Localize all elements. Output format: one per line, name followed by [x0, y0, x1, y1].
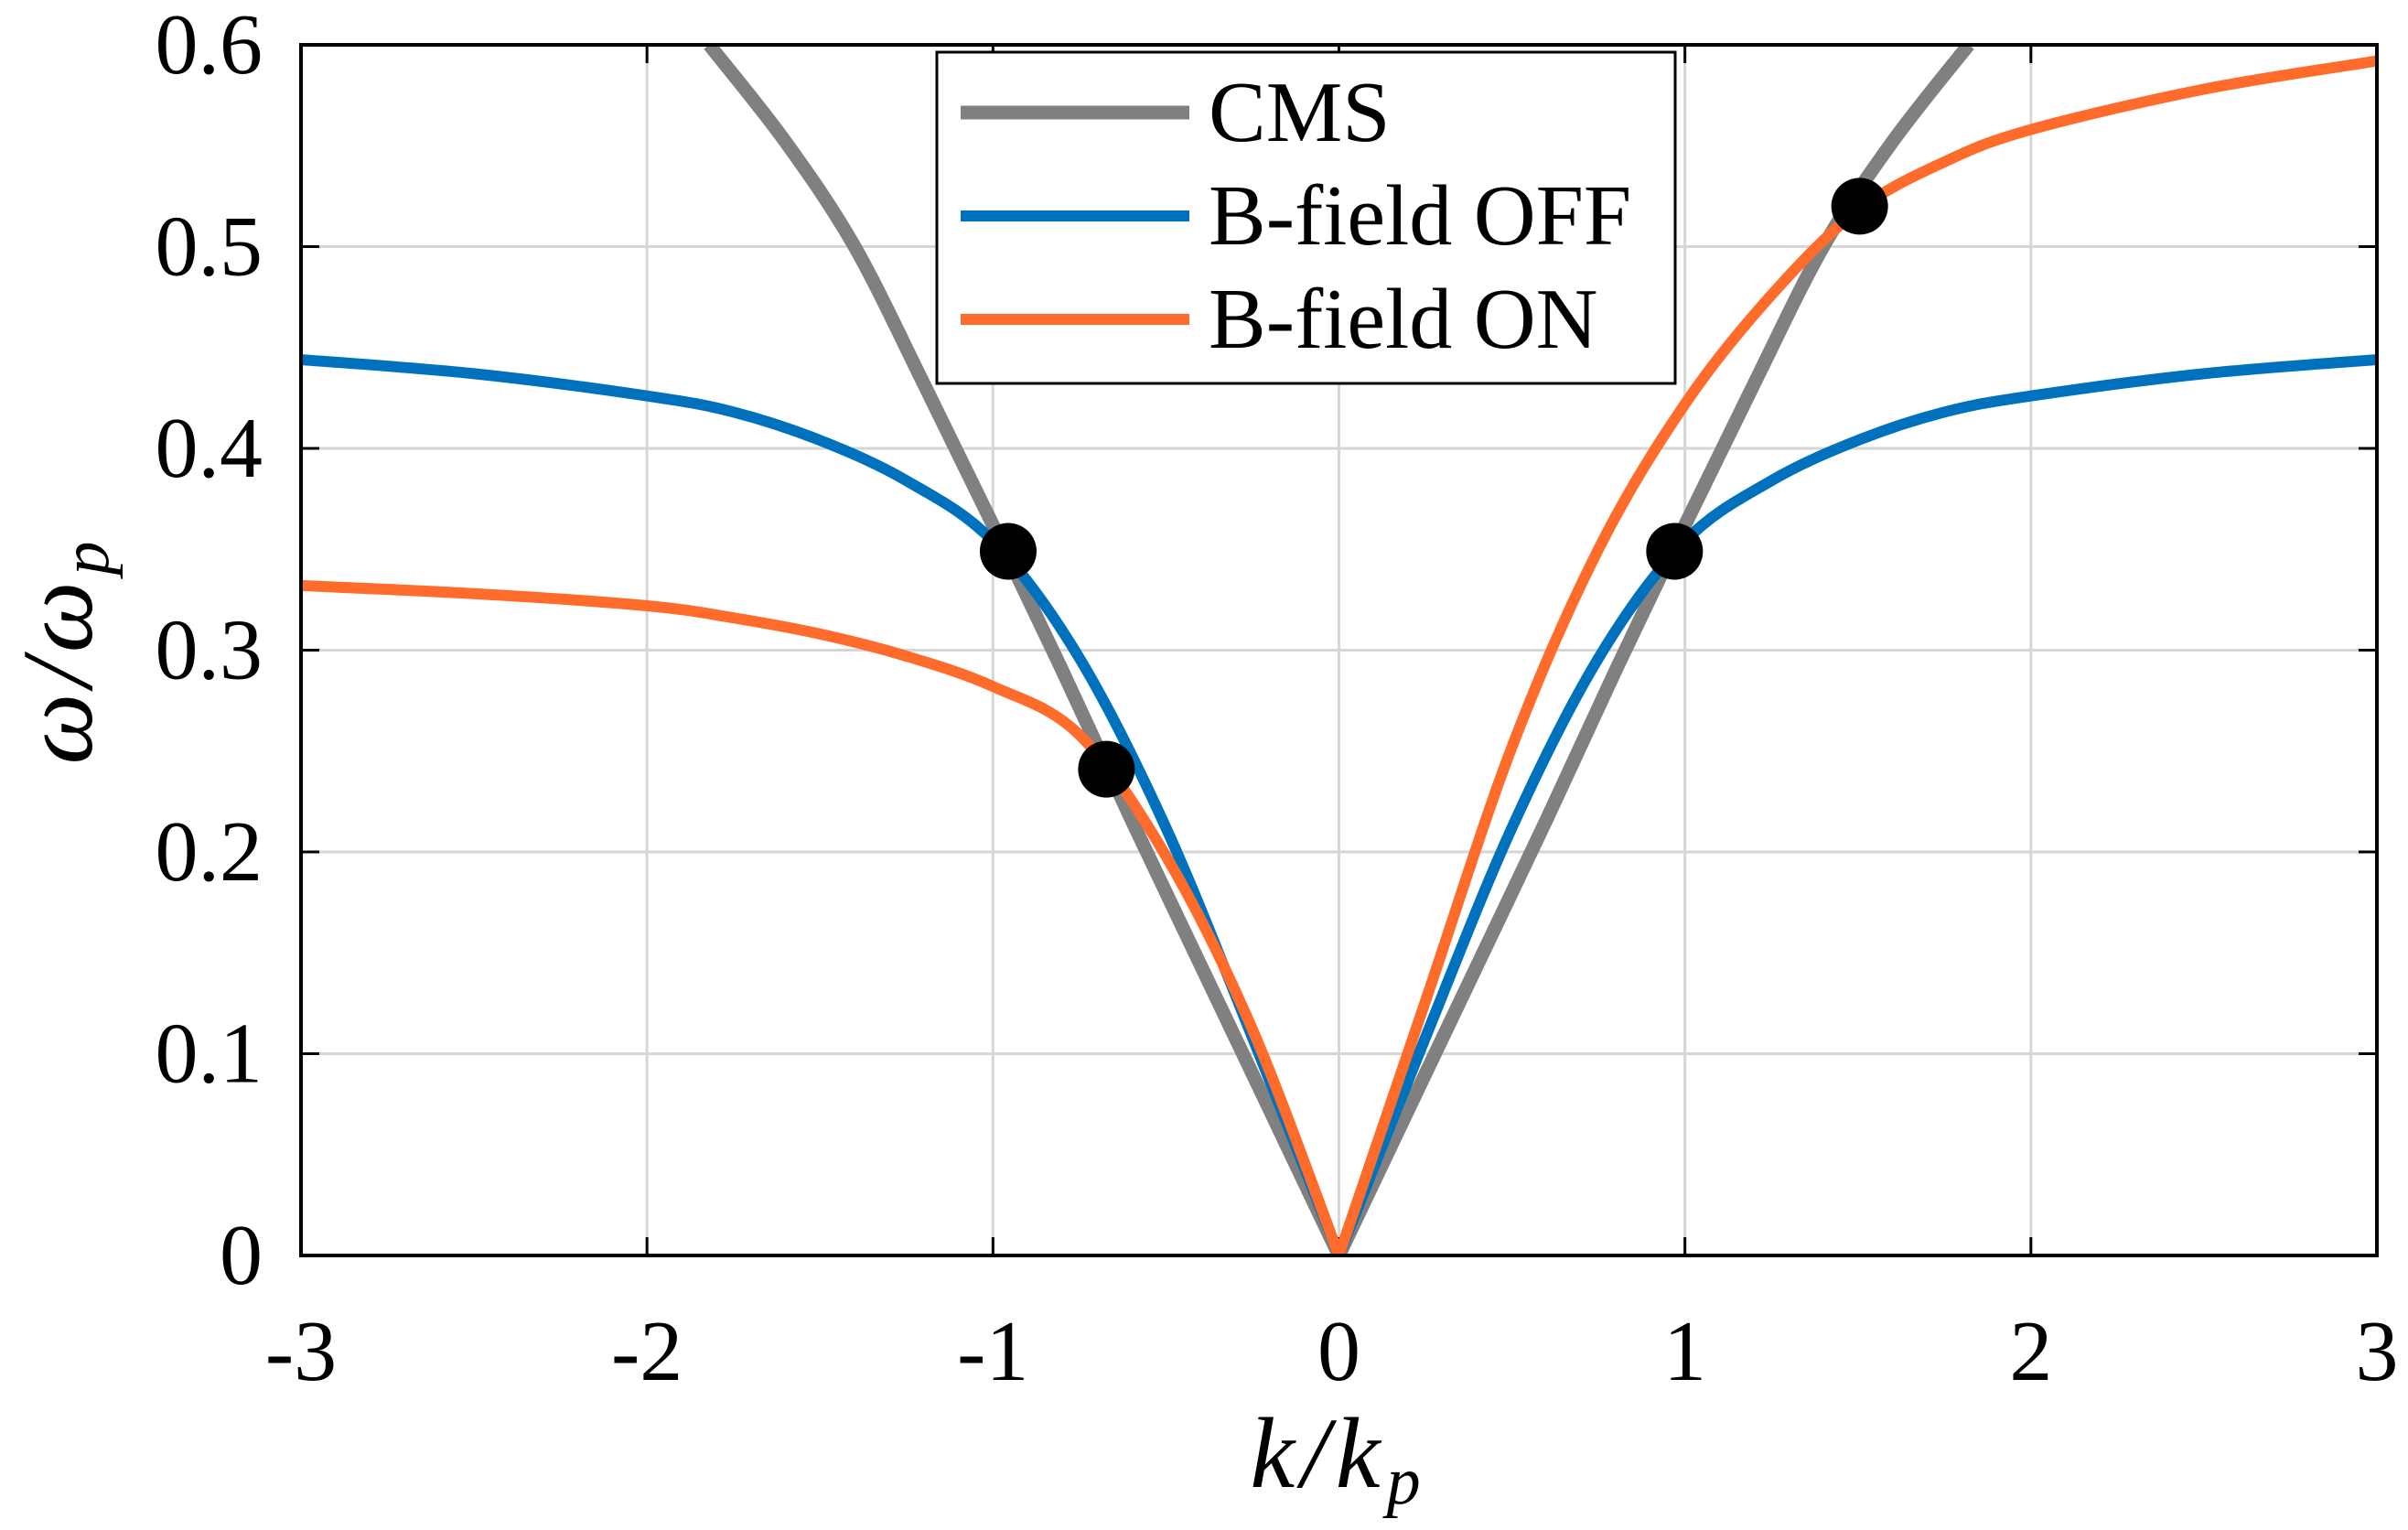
y-tick-label: 0.3 [156, 603, 263, 698]
legend: CMS B-field OFF B-field ON [935, 50, 1677, 385]
x-tick-labels: -3 -2 -1 0 1 2 3 [265, 1304, 2399, 1399]
y-tick-label: 0.6 [156, 0, 263, 92]
y-axis-label-main: ω/ω [2, 576, 113, 765]
legend-label-b-field-off: B-field OFF [1209, 168, 1631, 264]
x-tick-label: 0 [1317, 1304, 1360, 1399]
x-tick-label: -1 [957, 1304, 1028, 1399]
x-axis-label-main: k/k [1250, 1397, 1386, 1509]
y-tick-label: 0.1 [156, 1007, 263, 1102]
y-tick-labels: 0 0.1 0.2 0.3 0.4 0.5 0.6 [156, 0, 263, 1303]
y-tick-label: 0.2 [156, 804, 263, 900]
x-tick-label: 3 [2356, 1304, 2399, 1399]
legend-label-cms: CMS [1209, 65, 1391, 160]
y-axis-label-subscript: p [48, 535, 124, 580]
y-tick-label: 0.4 [156, 401, 263, 496]
x-tick-label: -3 [265, 1304, 337, 1399]
y-tick-label: 0.5 [156, 199, 263, 295]
legend-label-b-field-on: B-field ON [1209, 272, 1598, 367]
x-axis-label-subscript: p [1382, 1444, 1427, 1519]
series-line-b-field-on [301, 55, 2377, 1255]
marker-point [1078, 740, 1135, 798]
plot-frame [299, 43, 2379, 1257]
marker-layer [979, 178, 1888, 798]
x-tick-label: -2 [611, 1304, 683, 1399]
marker-point [1646, 523, 1704, 580]
y-axis-label: ω/ωp [2, 535, 124, 765]
marker-point [1831, 178, 1888, 235]
x-tick-label: 1 [1663, 1304, 1706, 1399]
y-tick-label: 0 [220, 1208, 263, 1303]
x-tick-label: 2 [2009, 1304, 2052, 1399]
x-axis-label: k/kp [1250, 1397, 1426, 1519]
marker-point [979, 523, 1037, 580]
